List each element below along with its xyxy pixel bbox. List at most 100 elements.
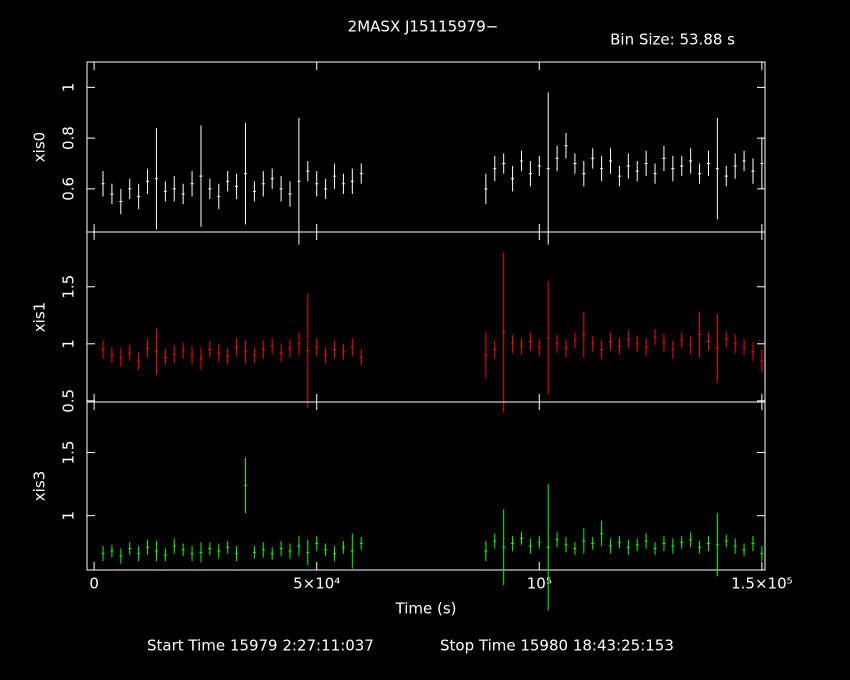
data-point [635,160,639,182]
data-point [519,150,523,172]
x-tick-label: 10⁵ [527,575,552,593]
data-point [208,341,212,358]
data-point [528,160,532,187]
data-point [715,314,719,383]
data-point [698,163,702,184]
data-point [546,92,550,245]
data-point [190,346,194,365]
data-point [519,338,523,355]
data-point [493,533,497,549]
data-point [350,338,354,357]
data-point [324,347,328,364]
data-point [128,344,132,361]
data-point [555,145,559,172]
data-point [146,168,150,194]
data-point [715,513,719,577]
data-point [101,340,105,359]
data-point [706,150,710,177]
data-point [671,155,675,182]
data-point [564,339,568,358]
data-point [137,546,141,562]
data-point [653,328,657,345]
data-point [617,166,621,187]
x-axis-label: Time (s) [395,600,457,618]
x-tick-label: 1.5×10⁵ [731,575,793,593]
data-point [243,340,247,364]
data-point [626,539,630,555]
data-point [706,535,710,552]
data-point [154,540,158,562]
data-point [226,348,230,365]
stop-time: Stop Time 15980 18:43:25:153 [440,637,674,655]
data-point [564,133,568,159]
data-point [573,153,577,174]
data-point [119,188,123,215]
data-point [689,335,693,355]
data-point [662,333,666,352]
data-point [537,155,541,177]
data-point [288,543,292,559]
data-point [341,173,345,194]
data-point [333,546,337,562]
data-point [742,543,746,557]
data-point [252,546,256,559]
data-point [146,539,150,555]
data-point [297,332,301,356]
data-point [502,252,506,413]
data-point [252,181,256,202]
data-point [306,293,310,408]
data-point [261,340,265,359]
data-point [724,166,728,187]
data-point [698,311,702,358]
x-tick-label: 5×10⁴ [293,575,340,593]
data-point [190,171,194,197]
y-axis-label: xis3 [31,471,49,501]
data-point [315,171,319,197]
data-point [511,334,515,353]
data-point [698,540,702,554]
data-point [172,344,176,364]
data-point [502,153,506,174]
data-point [546,281,550,396]
data-point [226,540,230,554]
data-point [511,535,515,552]
y-tick-label: 0.6 [60,177,78,201]
data-point [742,339,746,356]
data-point [653,163,657,184]
plot-frame [86,401,766,571]
data-point [288,339,292,358]
data-point [591,148,595,169]
data-point [537,339,541,356]
data-point [635,538,639,552]
data-point [154,127,158,230]
data-point [235,546,239,562]
data-point [582,311,586,358]
data-point [315,338,319,357]
data-point [208,542,212,555]
data-point [359,537,363,550]
y-tick-label: 1 [60,83,78,93]
data-point [350,533,354,569]
data-point [163,349,167,366]
data-point [163,548,167,562]
data-point [154,328,158,375]
data-point [742,150,746,172]
data-point [528,538,532,554]
data-point [484,332,488,379]
data-point [199,347,203,371]
data-point [101,546,105,562]
data-point [617,338,621,355]
data-point [555,532,559,548]
data-point [270,547,274,560]
data-point [600,155,604,182]
data-point [128,178,132,200]
data-point [217,543,221,559]
start-time: Start Time 15979 2:27:11:037 [147,637,374,655]
data-point [350,168,354,194]
data-point [199,125,203,227]
data-point [715,117,719,220]
y-tick-label: 1.5 [60,441,78,465]
data-point [591,537,595,550]
y-axis-label: xis1 [31,302,49,332]
data-point [297,117,301,245]
